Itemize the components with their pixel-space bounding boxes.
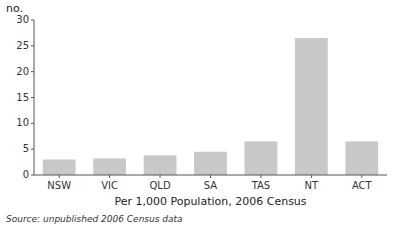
y-tick bbox=[31, 45, 34, 46]
bar bbox=[93, 158, 126, 175]
x-tick bbox=[160, 175, 161, 178]
y-tick-label: 5 bbox=[23, 143, 29, 154]
x-tick-label: NSW bbox=[47, 180, 71, 191]
chart-container: 0 5 10 15 20 25 30 NSW VIC QLD SA TAS NT ACT Per 1,000… bbox=[0, 0, 397, 227]
y-tick bbox=[31, 175, 34, 176]
x-tick-label: ACT bbox=[352, 180, 373, 191]
x-tick-label: QLD bbox=[149, 180, 170, 191]
x-tick bbox=[59, 175, 60, 178]
y-tick-label: 25 bbox=[16, 40, 29, 51]
bars bbox=[43, 38, 378, 175]
y-tick-label: 0 bbox=[23, 169, 29, 180]
y-tick bbox=[31, 20, 34, 21]
x-tick bbox=[109, 175, 110, 178]
y-tick-label: 20 bbox=[16, 66, 29, 77]
x-axis-label: Per 1,000 Population, 2006 Census bbox=[114, 195, 306, 208]
x-tick-label: TAS bbox=[251, 180, 271, 191]
y-tick-label: 30 bbox=[16, 14, 29, 25]
y-tick-label: 10 bbox=[16, 117, 29, 128]
x-tick bbox=[260, 175, 261, 178]
x-tick bbox=[311, 175, 312, 178]
y-tick bbox=[31, 71, 34, 72]
x-tick-label: SA bbox=[204, 180, 218, 191]
bar bbox=[144, 155, 177, 175]
x-tick bbox=[210, 175, 211, 178]
bar bbox=[345, 141, 378, 175]
bar bbox=[295, 38, 328, 175]
y-tick bbox=[31, 97, 34, 98]
bar bbox=[43, 160, 76, 176]
chart: 0 5 10 15 20 25 30 NSW VIC QLD SA TAS NT ACT Per 1,000… bbox=[0, 0, 397, 227]
x-tick-label: NT bbox=[305, 180, 319, 191]
bar bbox=[194, 152, 227, 175]
source-note: Source: unpublished 2006 Census data bbox=[6, 214, 183, 224]
y-axis-label: no. bbox=[6, 2, 23, 15]
bar bbox=[245, 141, 278, 175]
x-tick-label: VIC bbox=[101, 180, 118, 191]
y-tick-label: 15 bbox=[16, 92, 29, 103]
x-tick bbox=[361, 175, 362, 178]
y-tick bbox=[31, 149, 34, 150]
y-tick bbox=[31, 123, 34, 124]
